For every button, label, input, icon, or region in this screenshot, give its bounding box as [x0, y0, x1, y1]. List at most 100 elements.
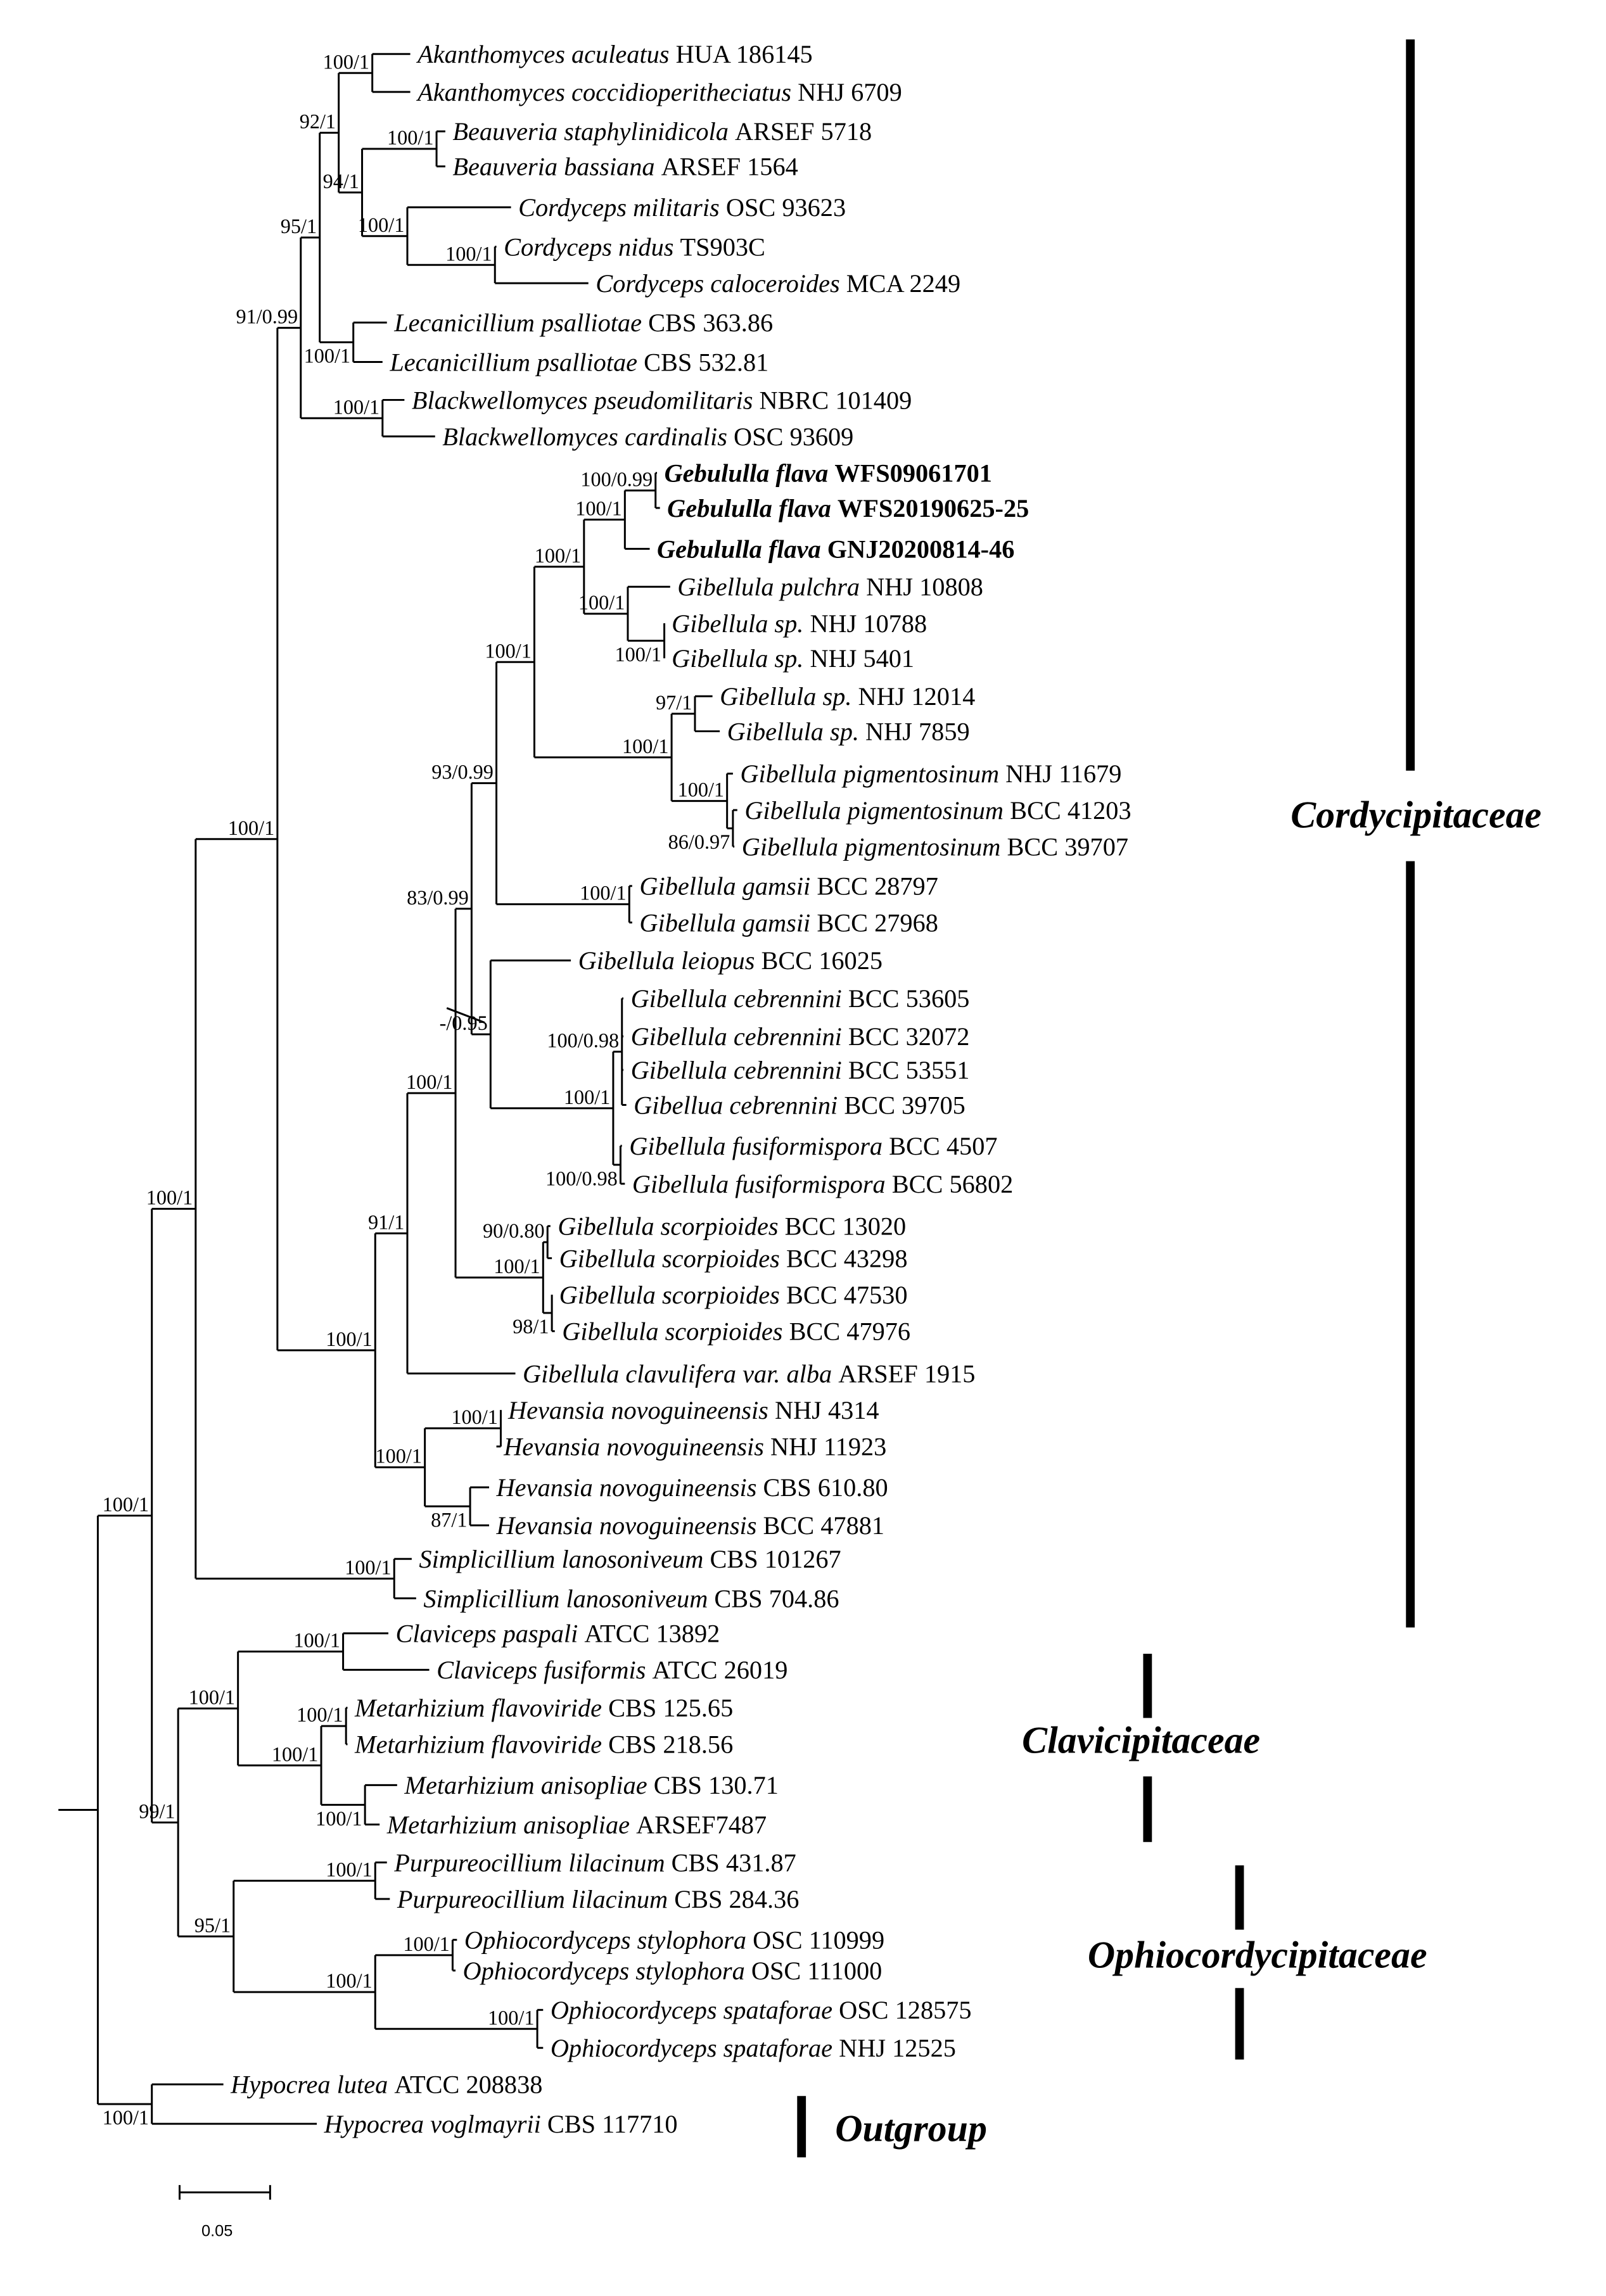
taxon-label: Gibellula cebrennini BCC 32072 [631, 1022, 970, 1051]
taxon-name: Cordyceps caloceroides [596, 269, 839, 298]
taxon-label: Lecanicillium psalliotae CBS 532.81 [389, 348, 768, 376]
taxon-label: Gibellula cebrennini BCC 53605 [631, 984, 970, 1013]
strain-id: NHJ 12014 [858, 682, 976, 711]
taxon-name: Gibellula gamsii [639, 908, 810, 937]
taxon-name: Gibellula scorpioides [559, 1244, 780, 1272]
strain-id: ARSEF7487 [636, 1810, 767, 1839]
support-value: 100/1 [323, 50, 369, 73]
strain-id: BCC 43298 [786, 1244, 908, 1272]
taxon-name: Gibellula sp. [727, 717, 859, 745]
strain-id: ATCC 208838 [394, 2071, 542, 2099]
strain-id: BCC 53605 [848, 984, 970, 1013]
strain-id: BCC 32072 [848, 1022, 970, 1051]
support-value: 100/1 [494, 1255, 540, 1278]
support-value: 100/1 [146, 1186, 193, 1209]
taxon-label: Cordyceps nidus TS903C [504, 232, 765, 261]
taxon-name: Beauveria staphylinidicola [452, 117, 729, 146]
support-value: 98/1 [513, 1315, 549, 1338]
support-value: 100/0.99 [580, 467, 653, 490]
taxon-label: Cordyceps militaris OSC 93623 [518, 193, 846, 222]
taxon-label: Metarhizium anisopliae ARSEF7487 [386, 1810, 767, 1839]
strain-id: NBRC 101409 [759, 386, 912, 414]
taxon-label: Gibellula fusiformispora BCC 4507 [629, 1132, 997, 1160]
family-label-cordycipitaceae: Cordycipitaceae [1291, 794, 1541, 836]
taxon-name: Akanthomyces coccidioperitheciatus [416, 78, 791, 106]
strain-id: BCC 41203 [1010, 796, 1131, 825]
taxon-label: Gibellula clavulifera var. alba ARSEF 19… [523, 1359, 975, 1388]
support-value: 100/1 [333, 395, 379, 418]
strain-id: BCC 4507 [889, 1132, 997, 1160]
taxon-label: Gibellula sp. NHJ 5401 [672, 644, 914, 673]
strain-id: NHJ 11923 [770, 1433, 886, 1461]
taxon-name: Metarhizium anisopliae [404, 1771, 647, 1799]
support-value: 100/1 [403, 1932, 449, 1955]
support-value: 100/1 [326, 1328, 372, 1350]
scale-bar-label: 0.05 [201, 2223, 233, 2240]
taxon-name: Akanthomyces aculeatus [416, 40, 669, 68]
taxon-name: Beauveria bassiana [452, 153, 654, 181]
taxon-name: Lecanicillium psalliotae [389, 348, 637, 376]
support-value: 100/0.98 [545, 1167, 618, 1189]
support-value: 100/1 [294, 1629, 340, 1652]
support-value: 100/1 [103, 1493, 149, 1516]
taxon-name: Simplicillium lanosoniveum [423, 1584, 708, 1613]
taxon-name: Cordyceps militaris [518, 193, 720, 222]
taxon-label: Lecanicillium psalliotae CBS 363.86 [393, 308, 773, 337]
strain-id: GNJ20200814-46 [827, 535, 1015, 563]
support-value: 100/1 [304, 345, 350, 367]
taxon-label: Gibellula pigmentosinum BCC 39707 [742, 832, 1128, 861]
taxon-name: Hypocrea lutea [230, 2071, 388, 2099]
taxon-name: Gibellula leiopus [578, 946, 755, 975]
support-value: 100/1 [315, 1807, 362, 1830]
taxon-name: Gibellula cebrennini [631, 1056, 842, 1084]
support-value: 100/1 [228, 816, 274, 839]
taxon-label: Purpureocillium lilacinum CBS 431.87 [393, 1848, 796, 1877]
taxon-name: Gibellula fusiformispora [629, 1132, 883, 1160]
taxon-label: Metarhizium anisopliae CBS 130.71 [404, 1771, 779, 1799]
strain-id: ATCC 13892 [584, 1620, 720, 1648]
taxon-name: Gebululla flava [657, 535, 821, 563]
taxon-label: Gibellula scorpioides BCC 13020 [558, 1212, 906, 1241]
strain-id: OSC 93623 [726, 193, 846, 222]
tree-labels: 100/1 100/1 100/1 91/0.99 95/1 92/1 100/1 Akant… [103, 40, 1131, 2138]
strain-id: CBS 532.81 [644, 348, 768, 376]
taxon-label: Claviceps paspali ATCC 13892 [396, 1620, 720, 1648]
taxon-label: Gibellula cebrennini BCC 53551 [631, 1056, 970, 1084]
support-value: 95/1 [194, 1913, 231, 1936]
support-value: -/0.95 [440, 1012, 488, 1034]
taxon-label: Gibellula scorpioides BCC 47976 [562, 1317, 910, 1346]
taxon-label: Gibellula sp. NHJ 7859 [727, 717, 970, 745]
support-value: 99/1 [139, 1799, 175, 1822]
taxon-label: Claviceps fusiformis ATCC 26019 [437, 1656, 787, 1684]
strain-id: BCC 16025 [761, 946, 883, 975]
taxon-label: Akanthomyces coccidioperitheciatus NHJ 6… [416, 78, 902, 106]
taxon-label: Hevansia novoguineensis NHJ 4314 [507, 1396, 879, 1424]
taxon-label: Blackwellomyces cardinalis OSC 93609 [442, 422, 853, 451]
strain-id: CBS 610.80 [763, 1473, 888, 1502]
taxon-name: Gibellula sp. [672, 609, 803, 638]
taxon-name: Gibellula cebrennini [631, 984, 842, 1013]
strain-id: CBS 117710 [547, 2110, 678, 2138]
strain-id: WFS09061701 [834, 459, 992, 487]
support-value: 91/1 [368, 1210, 404, 1233]
family-label-outgroup: Outgroup [835, 2108, 987, 2150]
taxon-label: Gibellula sp. NHJ 10788 [672, 609, 927, 638]
strain-id: HUA 186145 [676, 40, 813, 68]
support-value: 100/1 [326, 1969, 372, 1992]
strain-id: NHJ 11679 [1005, 759, 1121, 788]
support-value: 100/1 [451, 1405, 497, 1428]
taxon-name: Simplicillium lanosoniveum [419, 1545, 703, 1573]
support-value: 100/1 [406, 1070, 452, 1093]
taxon-label: Cordyceps caloceroides MCA 2249 [596, 269, 960, 298]
strain-id: ATCC 26019 [652, 1656, 787, 1684]
strain-id: NHJ 10808 [866, 573, 983, 601]
strain-id: OSC 110999 [753, 1926, 884, 1955]
support-value: 100/1 [345, 1556, 391, 1578]
support-value: 95/1 [281, 215, 317, 238]
taxon-label: Gebululla flava WFS09061701 [665, 459, 992, 487]
support-value: 92/1 [300, 110, 336, 133]
taxon-label: Gibellula pigmentosinum NHJ 11679 [740, 759, 1121, 788]
taxon-label: Gebululla flava WFS20190625-25 [667, 494, 1029, 523]
strain-id: CBS 130.71 [654, 1771, 779, 1799]
